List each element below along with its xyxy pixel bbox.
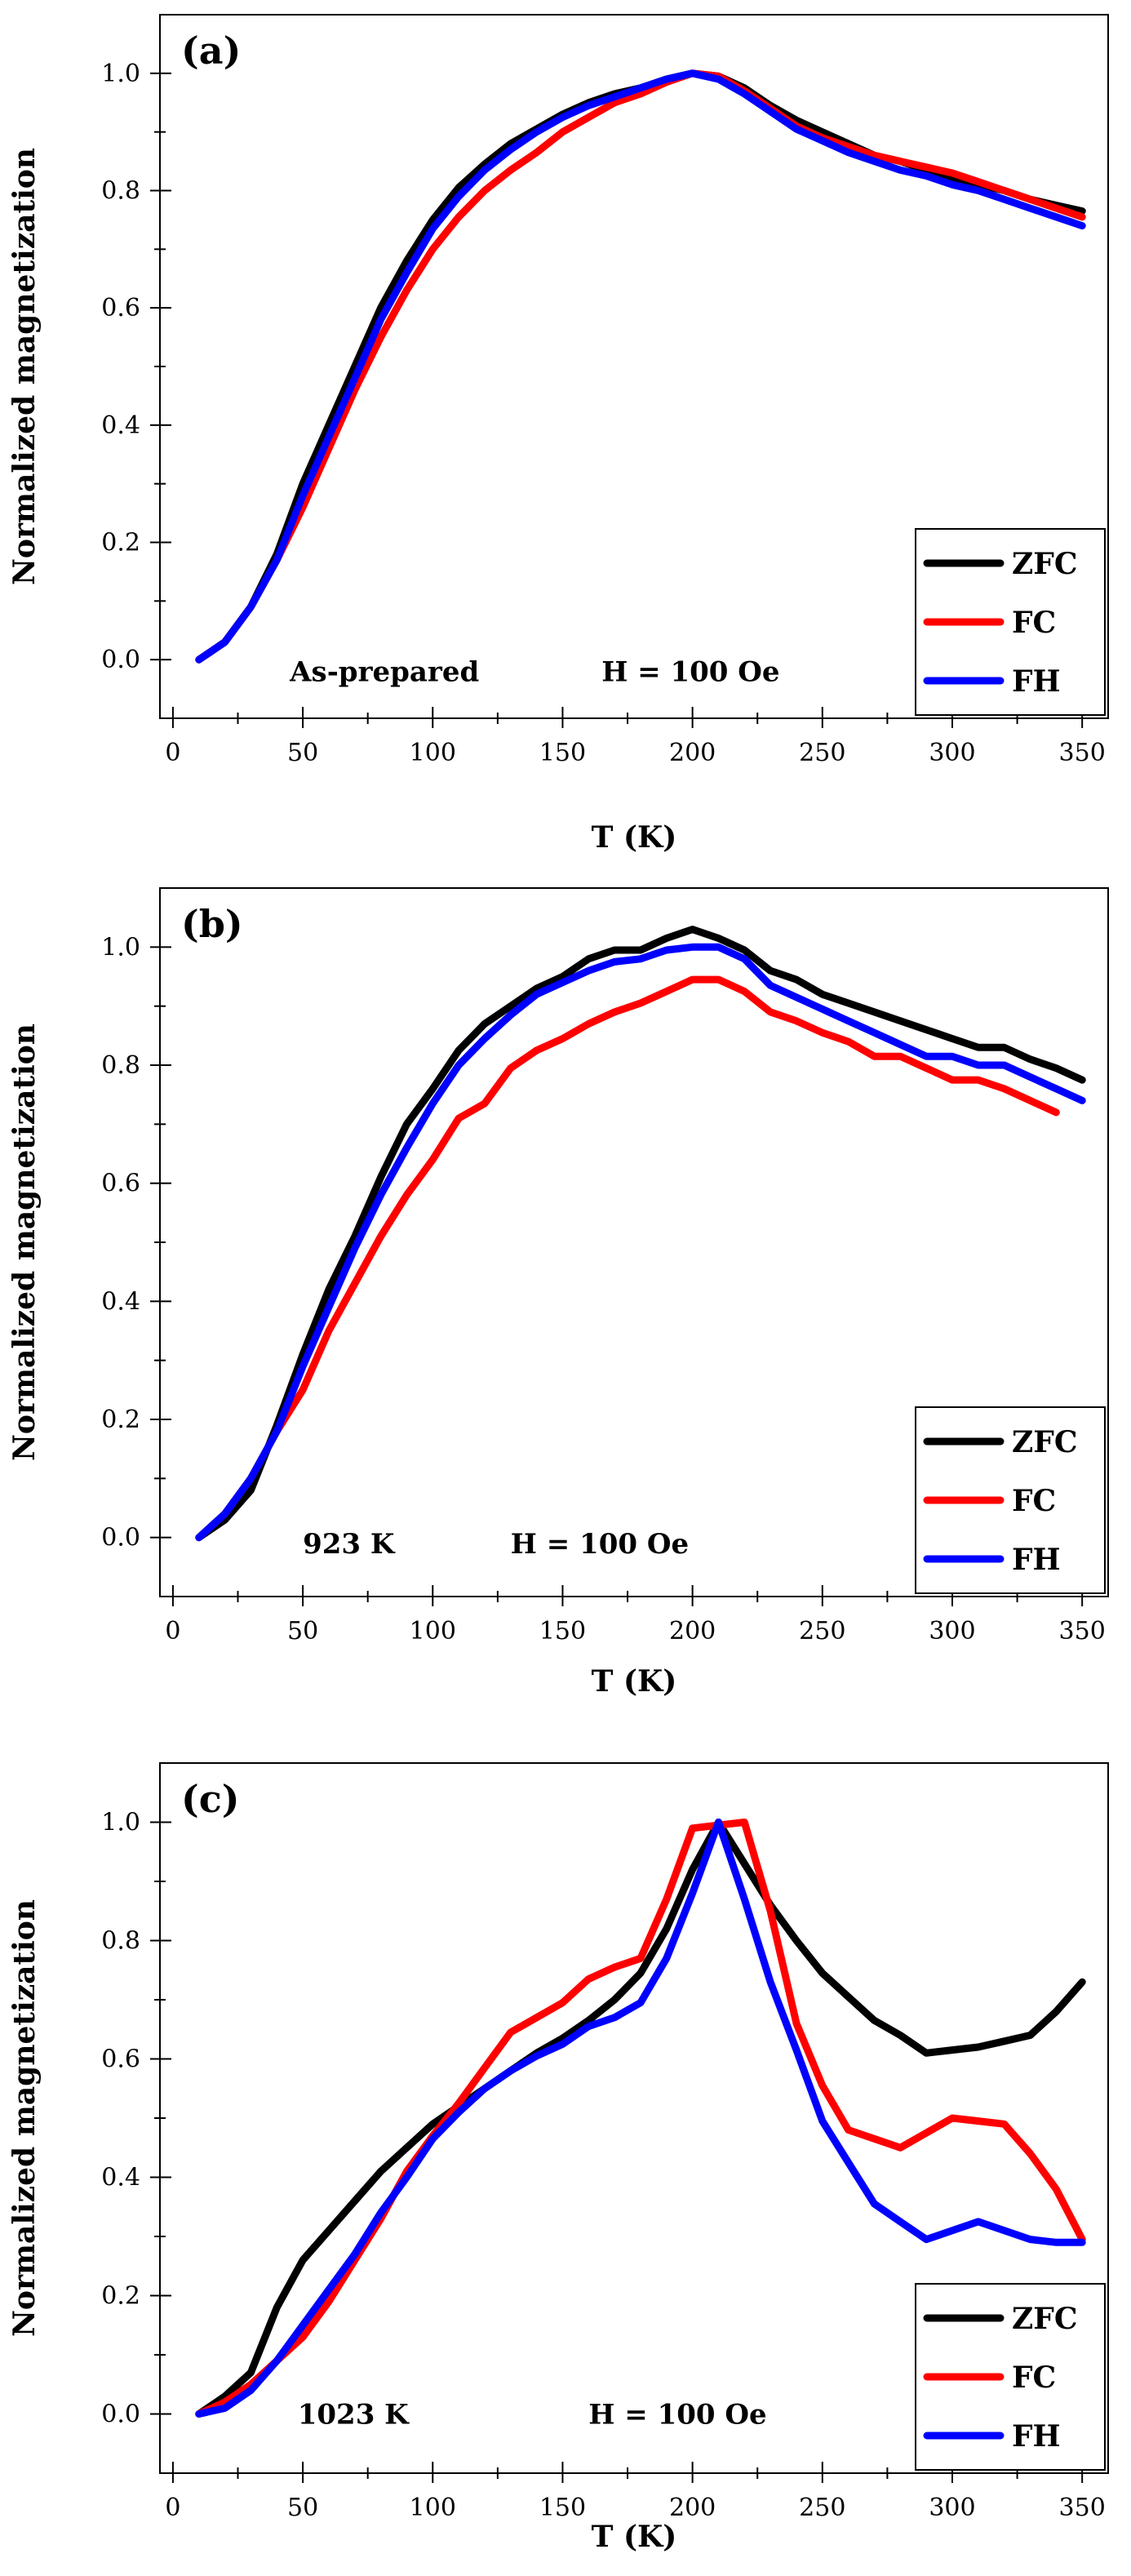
x-tick-label: 350 <box>1059 739 1106 767</box>
x-tick-label: 100 <box>410 1617 456 1646</box>
panel-label: (b) <box>181 902 243 946</box>
y-tick-label: 0.4 <box>101 2164 140 2192</box>
x-tick-label: 250 <box>799 2494 845 2522</box>
x-tick-label: 50 <box>287 2494 318 2522</box>
legend: ZFC FC FH <box>915 2283 1106 2471</box>
legend-label: FH <box>1012 664 1061 699</box>
y-tick-label: 0.8 <box>101 1051 140 1080</box>
legend-label: FC <box>1012 606 1056 640</box>
annotation: H = 100 Oe <box>601 656 779 689</box>
y-tick-label: 0.0 <box>101 1524 140 1552</box>
legend-label: ZFC <box>1012 547 1078 581</box>
x-tick-label: 300 <box>929 1617 975 1646</box>
x-tick-label: 50 <box>287 739 318 767</box>
y-tick-label: 0.6 <box>101 2045 140 2074</box>
legend-label: ZFC <box>1012 2302 1078 2336</box>
series-line-fh <box>195 69 1086 664</box>
annotation: As-prepared <box>289 656 479 689</box>
y-tick-label: 1.0 <box>101 60 140 88</box>
y-tick-label: 0.6 <box>101 294 140 322</box>
annotation: 923 K <box>303 1528 396 1561</box>
legend-label: FC <box>1012 1484 1056 1518</box>
x-tick-label: 50 <box>287 1617 318 1646</box>
x-tick-label: 150 <box>539 2494 586 2522</box>
series-line-zfc <box>195 926 1086 1542</box>
y-tick-label: 0.4 <box>101 411 140 440</box>
x-tick-label: 0 <box>165 739 180 767</box>
x-tick-label: 300 <box>929 739 975 767</box>
x-tick-label: 200 <box>669 2494 716 2522</box>
y-tick-label: 0.8 <box>101 1927 140 1956</box>
y-tick-label: 0.0 <box>101 2401 140 2429</box>
legend-label: FH <box>1012 1543 1061 1577</box>
y-tick-label: 0.2 <box>101 2282 140 2311</box>
x-tick-label: 350 <box>1059 1617 1106 1646</box>
x-axis-label: T (K) <box>592 1664 677 1699</box>
x-tick-label: 100 <box>410 2494 456 2522</box>
x-tick-label: 200 <box>669 1617 716 1646</box>
chart-panel-b: 0 50 100 150 200 250 300 350 0.0 0.2 0.4 0.6 0.8 1.0 T… <box>7 887 1109 1699</box>
y-tick-label: 1.0 <box>101 1809 140 1837</box>
x-tick-label: 100 <box>410 739 456 767</box>
x-tick-label: 150 <box>539 739 586 767</box>
y-tick-label: 0.2 <box>101 1406 140 1434</box>
x-axis-label: T (K) <box>592 820 677 855</box>
y-axis-label: Normalized magnetization <box>7 1899 42 2337</box>
x-tick-label: 0 <box>165 2494 180 2522</box>
x-tick-label: 200 <box>669 739 716 767</box>
series-line-fh <box>195 1819 1086 2418</box>
annotation: H = 100 Oe <box>588 2399 766 2432</box>
series-line-zfc <box>195 1819 1086 2418</box>
y-axis-label: Normalized magnetization <box>7 1024 42 1461</box>
x-axis-label: T (K) <box>592 2520 677 2554</box>
legend-label: ZFC <box>1012 1425 1078 1459</box>
y-tick-label: 1.0 <box>101 933 140 962</box>
x-tick-label: 250 <box>799 739 845 767</box>
x-tick-label: 300 <box>929 2494 975 2522</box>
y-tick-label: 0.4 <box>101 1287 140 1316</box>
x-tick-label: 350 <box>1059 2494 1106 2522</box>
y-axis-label: Normalized magnetization <box>7 148 42 585</box>
series-line-fh <box>195 943 1086 1542</box>
y-tick-label: 0.2 <box>101 529 140 557</box>
chart-panel-a: 0 50 100 150 200 250 300 350 0.0 0.2 0.4 0.6 0.8 1.0 T… <box>7 14 1109 855</box>
legend: ZFC FC FH <box>915 1406 1106 1594</box>
panel-label: (a) <box>181 29 241 73</box>
annotation: 1023 K <box>298 2399 410 2432</box>
series-line-fc <box>195 1819 1086 2418</box>
y-tick-label: 0.6 <box>101 1170 140 1198</box>
legend-label: FH <box>1012 2419 1061 2454</box>
x-tick-label: 250 <box>799 1617 845 1646</box>
series-line-fc <box>195 975 1060 1542</box>
series-line-fc <box>195 69 1086 664</box>
legend: ZFC FC FH <box>915 528 1106 716</box>
y-tick-label: 0.0 <box>101 646 140 674</box>
x-tick-label: 150 <box>539 1617 586 1646</box>
x-tick-label: 0 <box>165 1617 180 1646</box>
annotation: H = 100 Oe <box>511 1528 689 1561</box>
chart-panel-c: 0 50 100 150 200 250 300 350 0.0 0.2 0.4 0.6 0.8 1.0 T… <box>7 1762 1109 2554</box>
panel-label: (c) <box>181 1777 240 1821</box>
y-tick-label: 0.8 <box>101 177 140 206</box>
legend-label: FC <box>1012 2361 1056 2395</box>
